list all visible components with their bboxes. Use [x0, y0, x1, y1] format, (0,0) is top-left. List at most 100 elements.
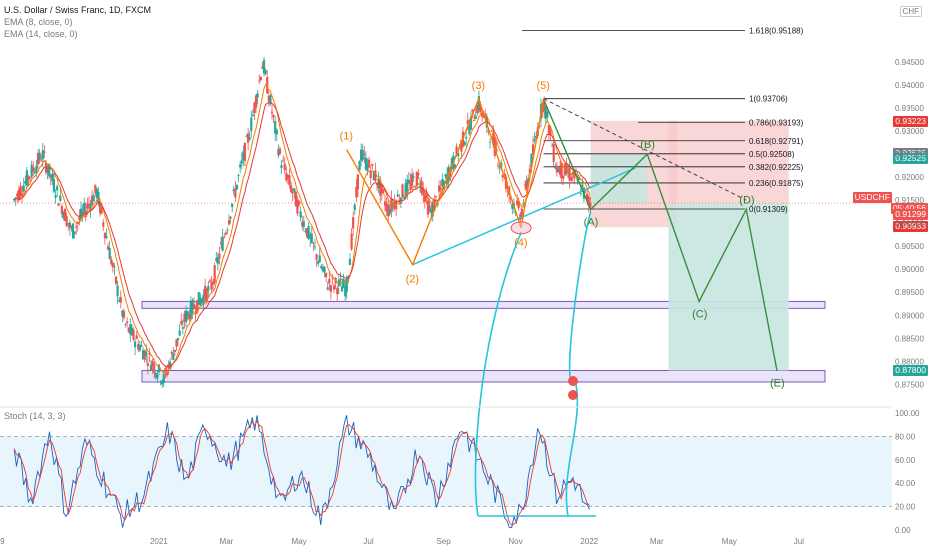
- candle-body: [118, 299, 121, 302]
- candle-body: [164, 368, 167, 373]
- candle-body: [374, 170, 377, 181]
- candle-body: [511, 203, 514, 209]
- candle-body: [25, 170, 28, 186]
- time-tick-label: 9: [0, 537, 5, 546]
- candle-body: [337, 279, 340, 287]
- candle-body: [415, 172, 418, 186]
- price-tag: 0.93223: [893, 115, 928, 127]
- candle-body: [129, 324, 132, 335]
- candle-body: [280, 165, 283, 168]
- candle-body: [140, 344, 143, 347]
- candle-body: [331, 277, 334, 279]
- candle-body: [434, 196, 438, 198]
- candle-body: [111, 262, 114, 268]
- candle-body: [321, 267, 325, 272]
- candle-body: [285, 173, 288, 181]
- price-tick-label: 0.93000: [895, 127, 924, 136]
- candle-body: [315, 254, 318, 260]
- ema-slow-label: EMA (14, close, 0): [4, 29, 78, 39]
- candle-body: [501, 175, 504, 178]
- candle-body: [528, 168, 531, 174]
- candle-body: [189, 301, 192, 320]
- candle-body: [329, 285, 332, 292]
- candle-body: [407, 179, 410, 183]
- candle-body: [264, 70, 267, 75]
- stoch-tick-label: 40.00: [895, 479, 916, 488]
- candle-body: [474, 115, 477, 120]
- candle-body: [32, 167, 35, 171]
- candle-body: [43, 151, 46, 153]
- projection-label: (B): [640, 139, 655, 151]
- candle-body: [38, 152, 41, 160]
- candle-body: [332, 285, 336, 290]
- candle-body: [406, 179, 409, 194]
- candle-body: [100, 207, 103, 214]
- candle-body: [48, 163, 51, 177]
- candle-body: [523, 184, 527, 186]
- candle-body: [390, 198, 393, 212]
- candle-body: [132, 329, 135, 340]
- candle-body: [102, 222, 105, 227]
- candle-body: [410, 174, 414, 186]
- candle-body: [551, 145, 554, 147]
- candle-body: [455, 146, 458, 155]
- price-tick-label: 0.88500: [895, 334, 924, 343]
- candle-body: [520, 208, 523, 217]
- price-tag: 0.87800: [893, 365, 928, 377]
- candle-body: [453, 164, 457, 168]
- economic-event-icon: [568, 376, 578, 386]
- candle-body: [210, 282, 213, 290]
- candle-body: [36, 152, 40, 165]
- candle-body: [54, 195, 57, 198]
- candle-body: [350, 233, 353, 250]
- currency-button[interactable]: CHF: [899, 6, 922, 17]
- candle-body: [226, 229, 229, 231]
- economic-event-icon: [568, 390, 578, 400]
- candle-body: [299, 211, 302, 218]
- candle-body: [183, 313, 186, 323]
- candle-body: [272, 114, 275, 117]
- candle-body: [426, 200, 430, 215]
- candle-body: [530, 154, 533, 168]
- candle-body: [425, 191, 428, 199]
- candle-body: [49, 174, 52, 178]
- candle-body: [227, 220, 231, 225]
- candle-body: [565, 164, 568, 174]
- stop-loss-zone: [668, 120, 789, 204]
- candle-body: [570, 177, 573, 181]
- candle-body: [476, 105, 479, 114]
- stoch-pane: 100.00 80.00 60.00 40.00 20.00 0.00: [0, 409, 920, 535]
- candle-body: [328, 279, 331, 284]
- candle-body: [35, 165, 38, 173]
- candle-body: [261, 66, 264, 69]
- candle-body: [441, 179, 444, 187]
- candle-body: [282, 160, 285, 162]
- candle-body: [59, 195, 62, 201]
- candle-body: [70, 227, 73, 229]
- candle-body: [262, 60, 266, 74]
- candle-body: [250, 117, 253, 131]
- candle-body: [519, 214, 522, 220]
- candle-body: [414, 187, 417, 189]
- stoch-tick-label: 0.00: [895, 526, 911, 535]
- candle-body: [242, 151, 245, 161]
- candle-body: [574, 170, 578, 172]
- stoch-d-line: [13, 420, 590, 526]
- candle-body: [237, 175, 240, 176]
- projection-label: (E): [770, 377, 785, 389]
- candle-body: [480, 112, 484, 117]
- candle-body: [401, 184, 404, 198]
- candle-body: [587, 196, 590, 206]
- candle-body: [479, 104, 482, 112]
- candle-body: [213, 265, 216, 283]
- candle-body: [371, 163, 374, 166]
- candle-body: [396, 194, 399, 197]
- candle-body: [19, 186, 22, 197]
- candle-body: [387, 204, 390, 217]
- candle-body: [289, 185, 293, 192]
- candle-body: [277, 149, 280, 156]
- candle-body: [13, 199, 16, 201]
- price-tag: USDCHF: [852, 192, 892, 204]
- candle-body: [103, 232, 106, 239]
